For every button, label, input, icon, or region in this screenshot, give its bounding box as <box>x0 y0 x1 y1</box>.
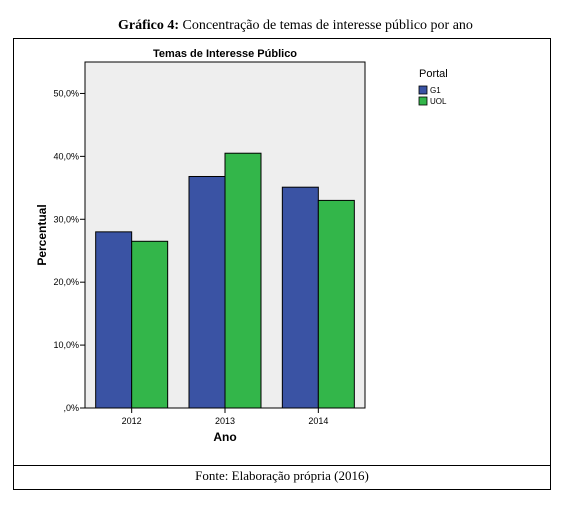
x-tick-label: 2012 <box>122 416 142 426</box>
x-tick-label: 2014 <box>308 416 328 426</box>
figure-frame <box>13 38 551 490</box>
x-axis-label: Ano <box>213 430 236 444</box>
y-tick-label: 30,0% <box>53 214 79 224</box>
y-tick-label: 10,0% <box>53 340 79 350</box>
legend-title: Portal <box>419 68 448 80</box>
bar-uol-2014 <box>317 199 355 409</box>
bar-uol-2012 <box>131 240 169 409</box>
y-tick-label: ,0% <box>63 403 79 413</box>
y-tick-label: 20,0% <box>53 277 79 287</box>
x-axis: 2012 2013 2014 <box>122 408 328 426</box>
y-tick-label: 50,0% <box>53 88 79 98</box>
bars <box>95 152 355 409</box>
legend-swatch-g1 <box>418 85 428 95</box>
figure-caption-label: Gráfico 4: <box>118 18 180 33</box>
x-tick-label: 2013 <box>215 416 235 426</box>
figure-source: Fonte: Elaboração própria (2016) <box>195 468 369 483</box>
chart-title: Temas de Interesse Público <box>153 48 297 60</box>
bar-g1-2012 <box>95 231 133 409</box>
figure-caption-text: Concentração de temas de interesse públi… <box>179 18 473 33</box>
legend-label-g1: G1 <box>430 86 441 95</box>
y-axis-label: Percentual <box>35 204 49 265</box>
bar-uol-2013 <box>224 152 262 409</box>
legend-swatch-uol <box>418 96 428 106</box>
y-tick-label: 40,0% <box>53 151 79 161</box>
y-axis: ,0% 10,0% 20,0% 30,0% 40,0% 50,0% <box>53 88 85 413</box>
bar-g1-2013 <box>188 175 226 409</box>
frame-divider <box>13 465 551 466</box>
legend-label-uol: UOL <box>430 97 447 106</box>
bar-g1-2014 <box>281 186 319 409</box>
legend: Portal G1 UOL <box>418 68 448 106</box>
